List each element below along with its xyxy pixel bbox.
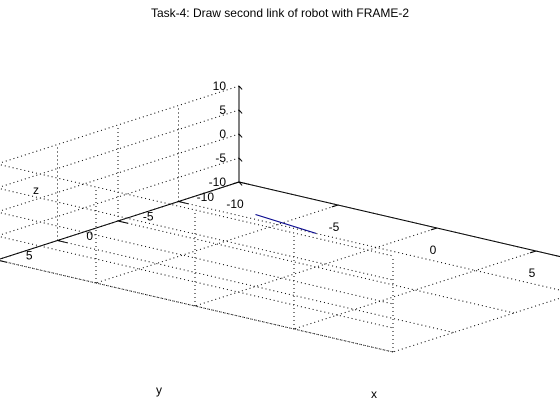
z-tick-mark <box>238 133 243 138</box>
x-tick-label: -10 <box>226 197 244 211</box>
z-tick-label: -10 <box>209 175 227 189</box>
x-tick-label: 5 <box>529 266 536 280</box>
z-axis-label: z <box>33 183 39 197</box>
y-tick-mark <box>178 201 189 205</box>
z-tick-label: 10 <box>213 79 227 93</box>
chart-title: Task-4: Draw second link of robot with F… <box>151 6 409 20</box>
axis-lines <box>0 85 560 263</box>
z-tick-label: 0 <box>219 127 226 141</box>
y-tick-mark <box>57 240 68 244</box>
z-tick-mark <box>238 85 243 90</box>
x-tick-mark <box>232 181 240 185</box>
z-tick-mark <box>238 181 243 186</box>
y-tick-label: -5 <box>143 210 154 224</box>
x-tick-label: -5 <box>329 220 340 234</box>
x-axis-label: x <box>371 387 377 401</box>
grid-lines <box>0 85 560 353</box>
y-tick-mark <box>0 260 8 263</box>
z-tick-mark <box>238 109 243 114</box>
z-tick-mark <box>238 157 243 162</box>
axes-background <box>0 86 560 352</box>
robot-link-line <box>255 214 317 234</box>
x-tick-mark <box>529 250 537 254</box>
z-tick-label: 5 <box>219 103 226 117</box>
data-series <box>255 214 317 234</box>
z-tick-label: -5 <box>215 151 226 165</box>
y-tick-mark <box>117 220 129 224</box>
x-tick-label: 0 <box>430 243 437 257</box>
x-tick-mark <box>331 204 339 208</box>
y-tick-label: -10 <box>197 190 215 204</box>
y-tick-label: 5 <box>26 249 33 263</box>
y-axis-label: y <box>156 383 162 397</box>
y-tick-mark <box>238 181 250 185</box>
x-tick-mark <box>430 227 438 231</box>
y-tick-label: 0 <box>86 229 93 243</box>
